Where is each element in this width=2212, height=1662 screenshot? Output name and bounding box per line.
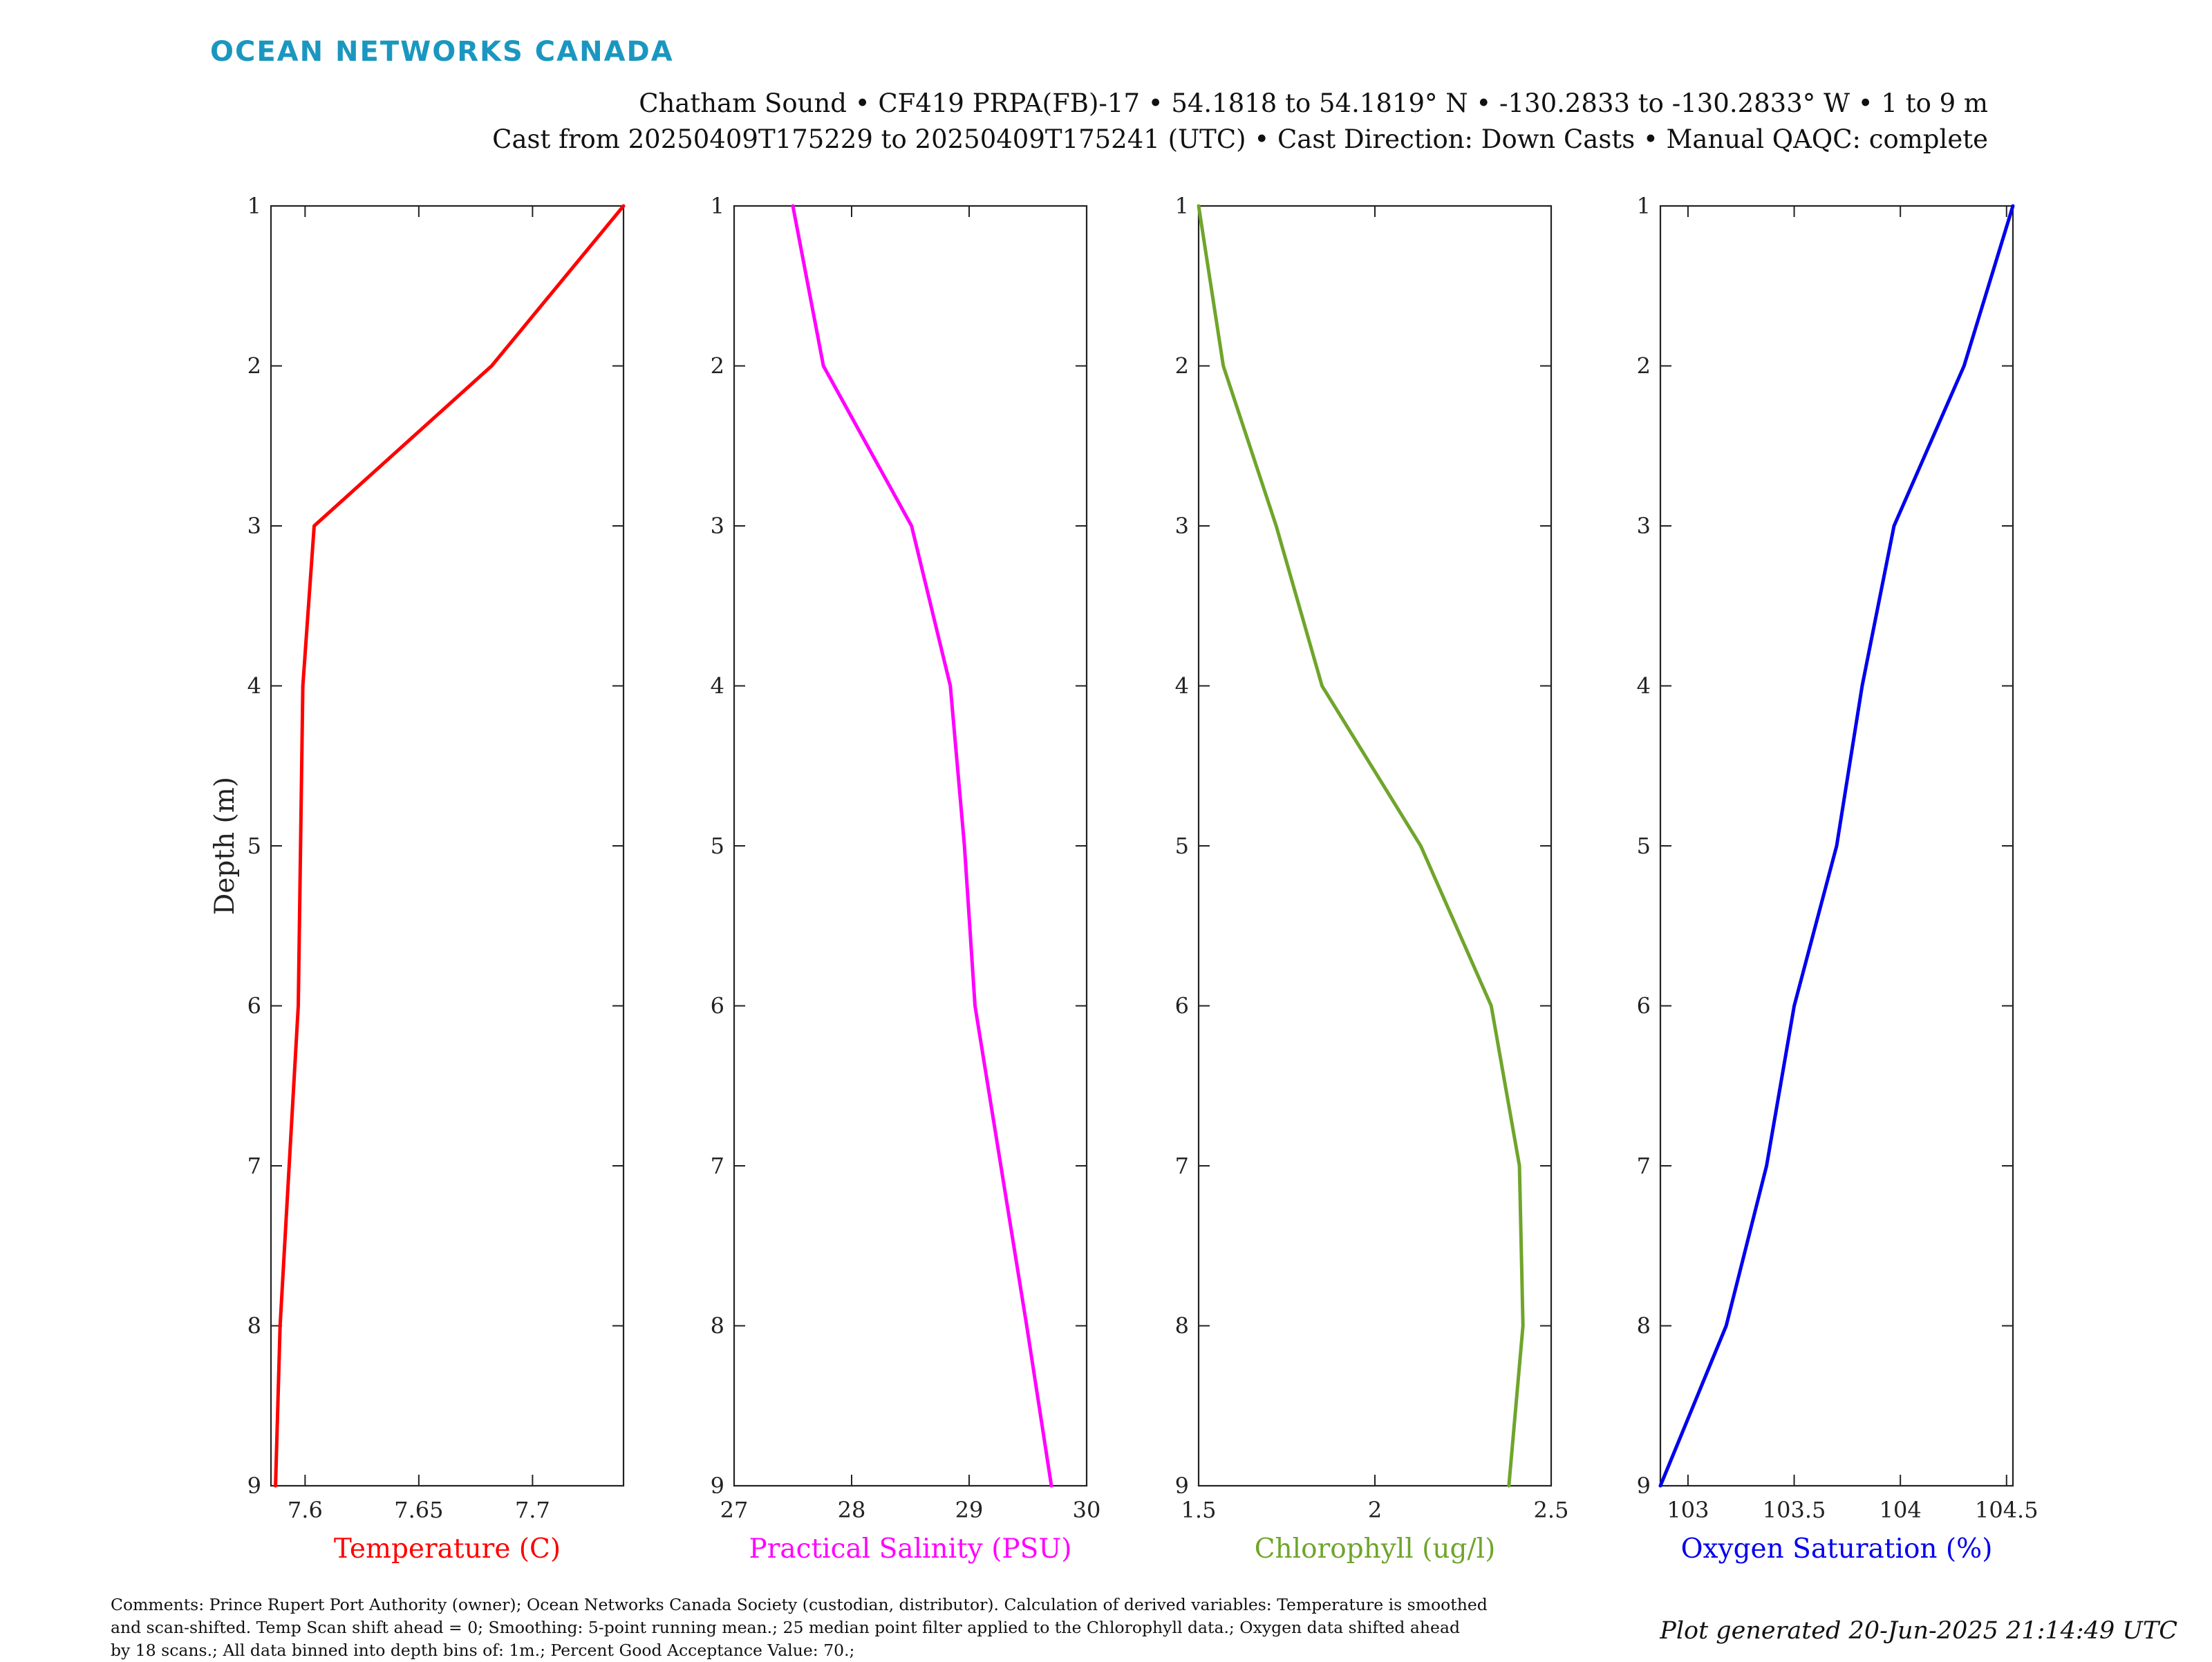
panel-practical-salinity-psu-frame	[734, 206, 1087, 1486]
y-tick-label: 9	[1637, 1473, 1651, 1499]
y-tick-label: 4	[1175, 673, 1189, 699]
y-tick-label: 6	[711, 993, 724, 1019]
y-tick-label: 7	[247, 1153, 261, 1179]
y-tick-label: 4	[1637, 673, 1651, 699]
x-tick-label: 7.7	[515, 1497, 550, 1523]
y-tick-label: 7	[1175, 1153, 1189, 1179]
x-axis-label-oxygen-saturation: Oxygen Saturation (%)	[1681, 1533, 1993, 1565]
y-tick-label: 6	[1175, 993, 1189, 1019]
y-axis-label: Depth (m)	[209, 777, 241, 915]
y-tick-label: 1	[1175, 193, 1189, 219]
y-tick-label: 2	[711, 353, 724, 379]
x-tick-label: 103	[1667, 1497, 1709, 1523]
y-tick-label: 8	[247, 1313, 261, 1339]
x-tick-label: 1.5	[1181, 1497, 1217, 1523]
x-tick-label: 29	[955, 1497, 984, 1523]
y-tick-label: 2	[247, 353, 261, 379]
y-tick-label: 2	[1175, 353, 1189, 379]
y-tick-label: 4	[247, 673, 261, 699]
y-tick-label: 1	[711, 193, 724, 219]
y-tick-label: 7	[1637, 1153, 1651, 1179]
comments-line-2: and scan-shifted. Temp Scan shift ahead …	[111, 1616, 1631, 1639]
x-tick-label: 30	[1073, 1497, 1101, 1523]
y-tick-label: 8	[1175, 1313, 1189, 1339]
y-tick-label: 4	[711, 673, 724, 699]
y-tick-label: 3	[1175, 513, 1189, 539]
y-tick-label: 1	[247, 193, 261, 219]
y-tick-label: 6	[1637, 993, 1651, 1019]
x-tick-label: 104.5	[1975, 1497, 2038, 1523]
y-tick-label: 5	[711, 833, 724, 859]
y-tick-label: 3	[247, 513, 261, 539]
y-tick-label: 6	[247, 993, 261, 1019]
y-tick-label: 3	[1637, 513, 1651, 539]
x-axis-label-practical-salinity-psu: Practical Salinity (PSU)	[749, 1533, 1072, 1565]
x-tick-label: 27	[720, 1497, 749, 1523]
panel-chlorophyll-ug-l-frame	[1199, 206, 1551, 1486]
series-line-temperature-c	[276, 206, 624, 1486]
x-tick-label: 2	[1368, 1497, 1382, 1523]
plot-generated-timestamp: Plot generated 20-Jun-2025 21:14:49 UTC	[1660, 1617, 2177, 1645]
y-tick-label: 3	[711, 513, 724, 539]
x-tick-label: 103.5	[1763, 1497, 1826, 1523]
comments-block: Comments: Prince Rupert Port Authority (…	[111, 1594, 1631, 1662]
y-tick-label: 8	[711, 1313, 724, 1339]
y-tick-label: 5	[247, 833, 261, 859]
y-tick-label: 7	[711, 1153, 724, 1179]
x-tick-label: 2.5	[1534, 1497, 1569, 1523]
y-tick-label: 1	[1637, 193, 1651, 219]
x-tick-label: 7.6	[288, 1497, 323, 1523]
x-axis-label-temperature-c: Temperature (C)	[334, 1533, 561, 1565]
x-axis-label-chlorophyll-ug-l: Chlorophyll (ug/l)	[1255, 1533, 1496, 1565]
x-tick-label: 7.65	[394, 1497, 443, 1523]
comments-line-1: Comments: Prince Rupert Port Authority (…	[111, 1594, 1631, 1616]
y-tick-label: 8	[1637, 1313, 1651, 1339]
series-line-chlorophyll-ug-l	[1199, 206, 1523, 1486]
comments-line-3: by 18 scans.; All data binned into depth…	[111, 1639, 1631, 1662]
x-tick-label: 104	[1880, 1497, 1922, 1523]
y-tick-label: 9	[247, 1473, 261, 1499]
panel-temperature-c-frame	[271, 206, 624, 1486]
y-tick-label: 9	[1175, 1473, 1189, 1499]
y-tick-label: 2	[1637, 353, 1651, 379]
y-tick-label: 5	[1637, 833, 1651, 859]
y-tick-label: 5	[1175, 833, 1189, 859]
series-line-practical-salinity-psu	[793, 206, 1051, 1486]
x-tick-label: 28	[838, 1497, 866, 1523]
y-tick-label: 9	[711, 1473, 724, 1499]
